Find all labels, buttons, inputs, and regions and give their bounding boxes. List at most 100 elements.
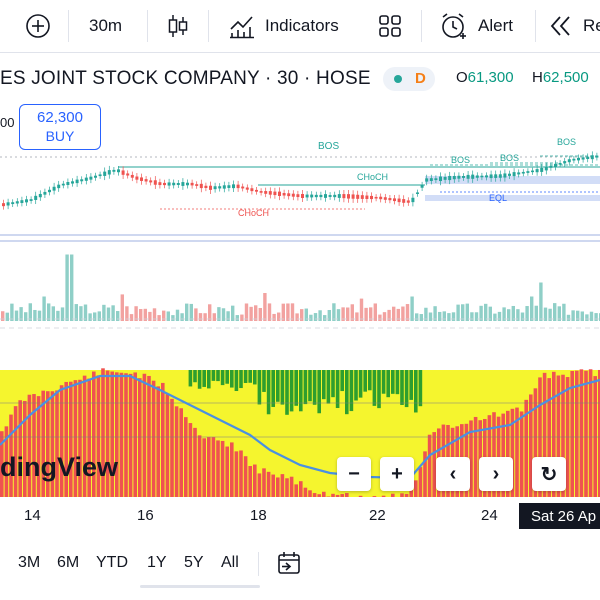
candle-body <box>337 194 341 198</box>
symbol-legend: ES JOINT STOCK COMPANY · 30 · HOSE <box>0 60 600 100</box>
range-3m-button[interactable]: 3M <box>18 554 41 571</box>
volume-bar <box>359 298 364 321</box>
scroll-left-button[interactable]: ‹ <box>436 457 470 491</box>
candle-body <box>383 197 387 200</box>
go-to-date-button[interactable] <box>276 538 302 588</box>
oscillator-red-column <box>41 390 45 497</box>
candle-body <box>245 187 249 190</box>
volume-bar <box>70 254 74 321</box>
indicators-button[interactable]: Indicators <box>228 0 339 52</box>
oscillator-green-column <box>257 370 262 405</box>
candle-body <box>310 194 314 198</box>
oscillator-red-column <box>579 369 584 497</box>
toolbar-divider <box>147 10 148 42</box>
volume-bar <box>143 308 147 321</box>
range-clipped-button[interactable] <box>0 538 4 588</box>
volume-bar <box>37 310 42 321</box>
layout-button[interactable] <box>377 0 403 52</box>
candle-body <box>508 173 511 176</box>
candle-body <box>512 172 516 177</box>
range-5y-button[interactable]: 5Y <box>184 554 204 571</box>
volume-bar <box>428 312 433 321</box>
candle-body <box>452 175 456 180</box>
candle-body <box>554 163 557 167</box>
candle-body <box>416 192 419 194</box>
oscillator-red-column <box>188 423 193 497</box>
oscillator-red-column <box>322 491 326 497</box>
volume-group <box>1 254 600 321</box>
volume-bar <box>355 312 359 321</box>
candle-body <box>80 179 84 182</box>
oscillator-red-column <box>216 440 220 497</box>
volume-bar <box>309 314 313 321</box>
oscillator-green-column <box>409 370 413 400</box>
oscillator-green-column <box>400 370 404 405</box>
volume-bar <box>217 307 221 321</box>
volume-bar <box>341 307 345 321</box>
oscillator-red-column <box>64 381 68 497</box>
candle-body <box>144 179 148 182</box>
oscillator-red-column <box>32 394 36 497</box>
oscillator-red-column <box>142 373 147 497</box>
candle-body <box>425 178 429 182</box>
volume-bar <box>488 306 492 321</box>
add-symbol-button[interactable] <box>24 0 52 52</box>
chart-type-button[interactable] <box>166 0 190 52</box>
oscillator-red-column <box>575 370 579 497</box>
volume-bar <box>525 306 529 321</box>
volume-bar <box>272 313 276 321</box>
time-axis-label: 22 <box>369 507 386 524</box>
scroll-right-button[interactable]: › <box>479 457 513 491</box>
oscillator-red-column <box>331 493 335 497</box>
range-bar: 3M 6M YTD 1Y 5Y All <box>0 538 600 588</box>
volume-bar <box>157 315 161 321</box>
volume-bar <box>373 303 377 321</box>
volume-bar <box>162 310 166 321</box>
oscillator-green-column <box>331 370 335 398</box>
oscillator-red-column <box>556 375 561 497</box>
candle-body <box>333 194 337 198</box>
candle-body <box>577 157 580 161</box>
candle-body <box>259 191 263 193</box>
oscillator-green-column <box>207 370 211 389</box>
range-1y-button[interactable]: 1Y <box>147 554 167 571</box>
volume-bar <box>111 305 115 321</box>
oscillator-green-column <box>216 370 220 382</box>
volume-bar <box>267 303 272 321</box>
volume-bar <box>516 309 520 321</box>
candle-body <box>503 173 507 178</box>
range-ytd-button[interactable]: YTD <box>96 554 128 571</box>
chart-canvas[interactable]: BOS BOS BOS BOS CHoCH CHoCH EQL <box>0 100 600 500</box>
zoom-in-button[interactable]: + <box>380 457 414 491</box>
reset-chart-button[interactable]: ↻ <box>532 457 566 491</box>
oscillator-red-column <box>335 494 340 497</box>
oscillator-red-column <box>584 370 588 497</box>
alert-button[interactable]: Alert <box>439 0 513 52</box>
candle-body <box>296 194 300 198</box>
volume-bar <box>93 312 97 321</box>
horizontal-scrollbar[interactable] <box>140 585 260 588</box>
volume-bar <box>313 313 318 321</box>
buy-button[interactable]: 62,300 BUY <box>19 104 101 150</box>
oscillator-red-column <box>220 440 225 497</box>
volume-bar <box>585 314 589 321</box>
replay-button[interactable]: Re <box>549 0 600 52</box>
oscillator-green-column <box>197 370 202 389</box>
range-all-button[interactable]: All <box>221 554 239 571</box>
candle-body <box>402 199 406 203</box>
zoom-out-button[interactable]: − <box>337 457 371 491</box>
range-6m-button[interactable]: 6M <box>57 554 80 571</box>
market-status-pill[interactable]: D <box>383 67 435 91</box>
candle-body <box>526 171 530 173</box>
volume-bar <box>295 313 299 321</box>
interval-button[interactable]: 30m <box>89 16 123 35</box>
oscillator-red-column <box>96 375 101 497</box>
oscillator-red-column <box>271 474 275 497</box>
volume-bar <box>571 310 575 321</box>
open-label: O <box>456 69 468 86</box>
oscillator-green-column <box>308 370 312 402</box>
oscillator-green-column <box>414 370 418 413</box>
candle-body <box>241 186 245 189</box>
symbol-title[interactable]: ES JOINT STOCK COMPANY · 30 · HOSE <box>0 68 371 89</box>
oscillator-green-column <box>340 370 344 392</box>
